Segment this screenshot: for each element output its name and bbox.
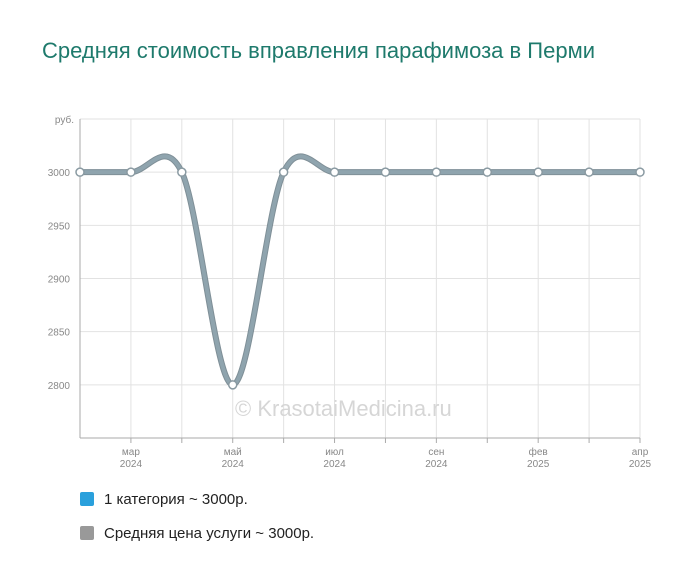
legend: 1 категория ~ 3000р. Средняя цена услуги…	[80, 489, 314, 557]
x-tick-label-month: мар	[122, 447, 140, 458]
legend-swatch-average	[80, 526, 94, 540]
y-unit-label: руб.	[55, 114, 74, 126]
legend-swatch-category	[80, 492, 94, 506]
x-tick-label-year: 2025	[629, 459, 652, 470]
x-tick-label-year: 2024	[323, 459, 346, 470]
legend-item-average[interactable]: Средняя цена услуги ~ 3000р.	[80, 523, 314, 543]
chart-title: Средняя стоимость вправления парафимоза …	[42, 38, 596, 63]
y-tick-label: 2900	[48, 275, 71, 286]
data-point[interactable]	[533, 167, 543, 177]
y-tick-label: 3000	[48, 168, 71, 179]
x-tick-label-year: 2024	[222, 459, 245, 470]
y-tick-label: 2850	[48, 328, 71, 339]
data-point[interactable]	[126, 167, 136, 177]
data-point[interactable]	[75, 167, 85, 177]
data-point[interactable]	[177, 167, 187, 177]
y-tick-label: 2950	[48, 221, 71, 232]
grid	[80, 118, 641, 438]
x-tick-label-month: сен	[428, 447, 444, 458]
y-tick-label: 2800	[48, 381, 71, 392]
data-point[interactable]	[482, 167, 493, 177]
data-point[interactable]	[227, 380, 238, 390]
data-point[interactable]	[635, 167, 645, 177]
data-point[interactable]	[431, 167, 442, 177]
x-tick-label-year: 2025	[527, 459, 550, 470]
x-tick-label-month: июл	[325, 447, 344, 458]
data-point[interactable]	[380, 167, 391, 177]
watermark: © KrasotaiMedicina.ru	[235, 396, 452, 421]
series-line-shadow	[77, 153, 643, 388]
x-tick-label-month: фев	[529, 446, 548, 458]
legend-label-category: 1 категория ~ 3000р.	[104, 490, 248, 508]
x-tick-label-month: май	[224, 447, 242, 458]
data-point[interactable]	[278, 167, 289, 177]
data-point[interactable]	[584, 167, 594, 177]
x-tick-label-year: 2024	[425, 459, 448, 470]
x-tick-label-year: 2024	[120, 459, 143, 470]
data-point[interactable]	[329, 167, 340, 177]
series-line	[78, 154, 642, 387]
legend-item-category[interactable]: 1 категория ~ 3000р.	[80, 489, 314, 509]
x-tick-label-month: апр	[632, 447, 649, 458]
legend-label-average: Средняя цена услуги ~ 3000р.	[104, 524, 315, 542]
